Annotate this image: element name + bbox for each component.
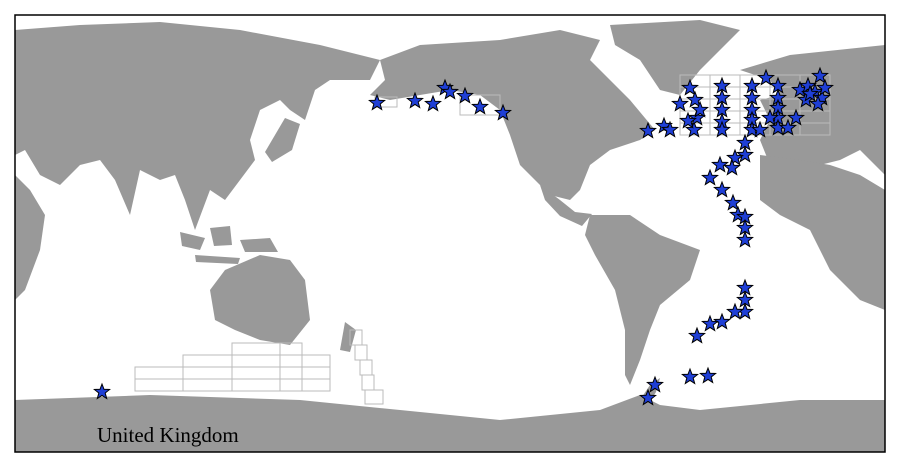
site-star — [711, 155, 729, 173]
site-star — [671, 94, 689, 112]
site-star — [639, 121, 657, 139]
sample-sites — [93, 66, 834, 406]
site-star — [713, 120, 731, 138]
site-star — [726, 302, 744, 320]
site-star — [456, 86, 474, 104]
site-star — [787, 108, 805, 126]
site-star — [751, 120, 769, 138]
site-star — [681, 78, 699, 96]
site-star — [646, 375, 664, 393]
site-star — [688, 326, 706, 344]
site-star — [424, 94, 442, 112]
site-star — [713, 312, 731, 330]
site-star — [736, 145, 754, 163]
site-star — [681, 367, 699, 385]
site-star — [368, 93, 386, 111]
site-star — [701, 168, 719, 186]
site-star — [736, 230, 754, 248]
site-star — [686, 90, 704, 108]
site-star — [701, 314, 719, 332]
site-star — [691, 100, 709, 118]
site-star — [726, 148, 744, 166]
site-star — [811, 66, 829, 84]
site-star — [816, 78, 834, 96]
land — [15, 20, 885, 452]
site-star — [679, 111, 697, 129]
site-star — [809, 94, 827, 112]
site-star — [699, 366, 717, 384]
site-star — [724, 193, 742, 211]
site-star — [757, 68, 775, 86]
site-star — [723, 158, 741, 176]
site-star — [471, 97, 489, 115]
site-star — [406, 91, 424, 109]
site-star — [661, 120, 679, 138]
site-star — [93, 382, 111, 400]
site-star — [494, 103, 512, 121]
site-star — [779, 118, 797, 136]
map-label: United Kingdom — [97, 423, 239, 447]
site-star — [761, 108, 779, 126]
frame — [14, 14, 886, 453]
site-star — [713, 180, 731, 198]
site-star — [685, 120, 703, 138]
site-star — [441, 82, 459, 100]
site-star — [639, 388, 657, 406]
site-star — [801, 84, 819, 102]
